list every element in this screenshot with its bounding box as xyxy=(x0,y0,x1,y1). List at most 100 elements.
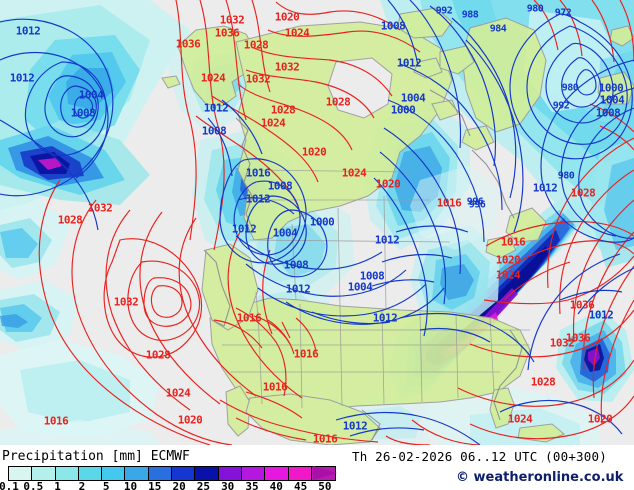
isobar-label: 1032 xyxy=(87,201,113,215)
isobar-label: 1020 xyxy=(301,145,327,159)
isobar-label: 1024 xyxy=(284,26,310,40)
isobar-label: 1012 xyxy=(396,56,422,70)
color-swatch xyxy=(9,467,33,480)
isobar-label: 1020 xyxy=(177,413,203,427)
isobar-label: 1024 xyxy=(165,386,191,400)
isobar-label: 1012 xyxy=(231,222,257,236)
isobar-label: 1032 xyxy=(274,60,300,74)
color-swatch xyxy=(172,467,196,480)
color-swatch xyxy=(265,467,289,480)
precipitation-color-scale xyxy=(8,466,337,481)
isobar-label: 1032 xyxy=(245,72,271,86)
isobar-label: 1028 xyxy=(530,375,556,389)
political-borders xyxy=(222,169,530,409)
isobar-label: 1016 xyxy=(500,235,526,249)
isobar-label: 1016 xyxy=(293,347,319,361)
isobar-label: 1000 xyxy=(309,215,335,229)
isobar-label: 1028 xyxy=(57,213,83,227)
isobar-label: 980 xyxy=(561,82,579,94)
isobar-label: 1016 xyxy=(436,196,462,210)
isobar-label: 1020 xyxy=(375,177,401,191)
isobar-label: 1008 xyxy=(359,269,385,283)
isobar-label: 1032 xyxy=(219,13,245,27)
isobar-label: 1000 xyxy=(390,103,416,117)
isobar-label: 1016 xyxy=(262,380,288,394)
isobar-label: 1012 xyxy=(532,181,558,195)
color-scale-tick: 20 xyxy=(172,480,186,490)
isobar-label: 1036 xyxy=(175,37,201,51)
color-scale-tick-labels: 0.1 0.5 1 2 5 10 15 20 25 30 35 40 45 50 xyxy=(0,480,340,490)
isobar-label: 1016 xyxy=(312,432,338,445)
isobar-label: 992 xyxy=(552,100,570,112)
color-scale-tick: 45 xyxy=(293,480,308,490)
isobar-label: 1016 xyxy=(245,166,271,180)
map-canvas xyxy=(0,0,634,445)
isobar-label: 1020 xyxy=(274,10,300,24)
color-scale-tick: 15 xyxy=(148,480,162,490)
color-swatch xyxy=(148,467,173,480)
isobar-label: 992 xyxy=(435,5,453,17)
isobar-label: 1000 xyxy=(598,81,624,95)
isobar-label: 1012 xyxy=(372,311,398,325)
isobar-label: 1024 xyxy=(260,116,286,130)
isobar-label: 1036 xyxy=(569,298,595,312)
isobar-label: 1036 xyxy=(565,331,591,345)
isobar-label: 1008 xyxy=(70,106,96,120)
legend-title: Precipitation [mm] ECMWF xyxy=(2,449,190,464)
color-scale-tick: 1 xyxy=(54,480,61,490)
color-swatch xyxy=(241,467,266,480)
color-scale-tick: 25 xyxy=(196,480,211,490)
color-swatch xyxy=(102,467,126,480)
isobar-label: 1012 xyxy=(203,101,229,115)
color-scale-tick: 2 xyxy=(78,480,86,490)
color-swatch xyxy=(32,467,56,480)
isobars-high xyxy=(38,0,634,445)
isobar-label: 1008 xyxy=(595,106,621,120)
forecast-timestamp: Th 26-02-2026 06..12 UTC (00+300) xyxy=(352,449,607,464)
isobar-label: 1032 xyxy=(113,295,139,309)
color-scale-tick: 10 xyxy=(123,480,138,490)
color-scale-tick: 50 xyxy=(318,480,332,490)
color-scale-overflow-arrow xyxy=(313,466,337,480)
color-swatch xyxy=(125,467,149,480)
color-swatch xyxy=(288,467,312,480)
map-footer: Precipitation [mm] ECMWF Th 26-02-2026 0… xyxy=(0,445,634,490)
color-scale-tick: 40 xyxy=(269,480,283,490)
isobar-label: 988 xyxy=(461,9,479,21)
isobar-label: 972 xyxy=(554,7,572,19)
color-scale-tick: 35 xyxy=(245,480,259,490)
isobar-label: 996 xyxy=(468,199,486,211)
isobar-label: 1012 xyxy=(15,24,41,38)
isobar-label: 980 xyxy=(526,3,544,15)
isobar-label: 1004 xyxy=(347,280,373,294)
isobar-label: 1032 xyxy=(549,336,575,350)
isobar-label: 984 xyxy=(489,23,507,35)
isobar-label: 1004 xyxy=(599,93,625,107)
color-swatch xyxy=(55,467,79,480)
isobar-label: 1020 xyxy=(495,253,521,267)
isobar-label: 1028 xyxy=(325,95,351,109)
isobar-label: 1008 xyxy=(283,258,309,272)
isobar-label: 1020 xyxy=(587,412,613,426)
isobar-label: 996 xyxy=(466,196,484,208)
color-swatch xyxy=(218,467,242,480)
color-swatch xyxy=(195,467,219,480)
isobars-low xyxy=(0,0,634,445)
isobar-label: 1012 xyxy=(588,308,614,322)
isobar-label: 1008 xyxy=(267,179,293,193)
isobar-label: 1004 xyxy=(272,226,298,240)
isobar-label: 1024 xyxy=(341,166,367,180)
color-swatch xyxy=(78,467,103,480)
isobar-label: 1016 xyxy=(43,414,69,428)
isobar-label: 1008 xyxy=(380,19,406,33)
isobar-label: 1012 xyxy=(9,71,35,85)
isobar-label: 1012 xyxy=(285,282,311,296)
color-scale-tick: 5 xyxy=(102,480,110,490)
precipitation-map[interactable]: 1012 1012 1004 1008 1036 1032 1036 1028 1020 1024… xyxy=(0,0,634,445)
isobar-label: 1028 xyxy=(243,38,269,52)
copyright-notice: © weatheronline.co.uk xyxy=(456,470,624,485)
isobar-label: 980 xyxy=(557,170,575,182)
color-scale-tick: 0.5 xyxy=(23,480,44,490)
color-scale-tick: 30 xyxy=(221,480,235,490)
